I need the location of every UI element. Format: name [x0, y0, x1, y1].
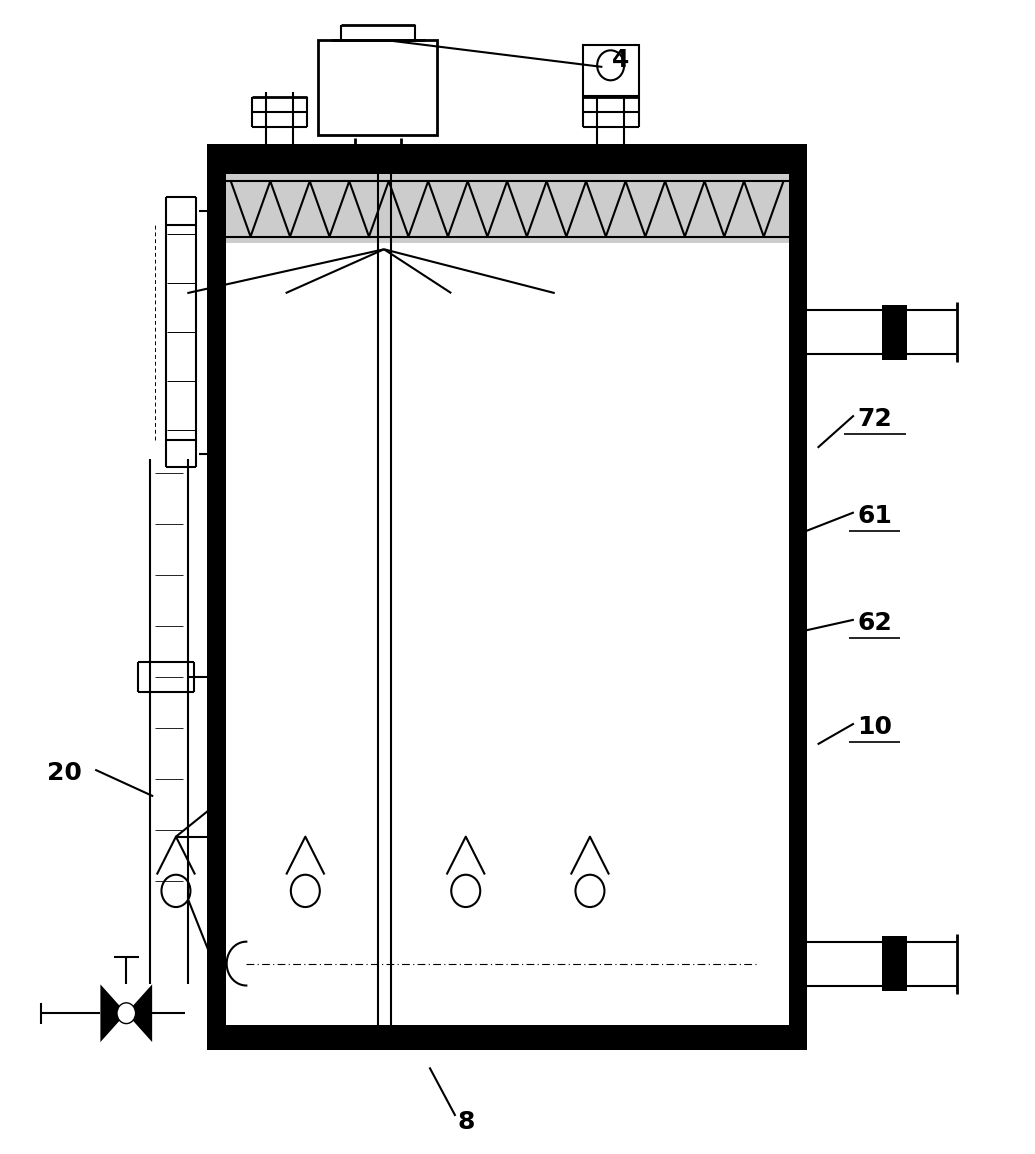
- Text: 20: 20: [47, 762, 82, 785]
- Polygon shape: [126, 984, 152, 1042]
- Polygon shape: [100, 984, 126, 1042]
- Bar: [882, 936, 907, 991]
- Text: 4: 4: [613, 48, 629, 72]
- Bar: [207, 144, 807, 174]
- Circle shape: [117, 1003, 136, 1024]
- Bar: [319, 40, 437, 135]
- Bar: [583, 45, 639, 96]
- Bar: [226, 174, 789, 1025]
- Text: 72: 72: [857, 407, 892, 430]
- Text: 14: 14: [728, 196, 763, 219]
- Bar: [226, 174, 789, 243]
- Bar: [207, 1025, 807, 1050]
- Text: 10: 10: [857, 715, 892, 739]
- Text: 8: 8: [457, 1110, 474, 1133]
- Text: 71: 71: [562, 360, 597, 383]
- Bar: [593, 243, 616, 269]
- Bar: [207, 144, 226, 1050]
- Bar: [789, 144, 807, 1050]
- Text: 62: 62: [857, 612, 892, 635]
- Bar: [882, 305, 907, 360]
- Text: 61: 61: [857, 504, 892, 527]
